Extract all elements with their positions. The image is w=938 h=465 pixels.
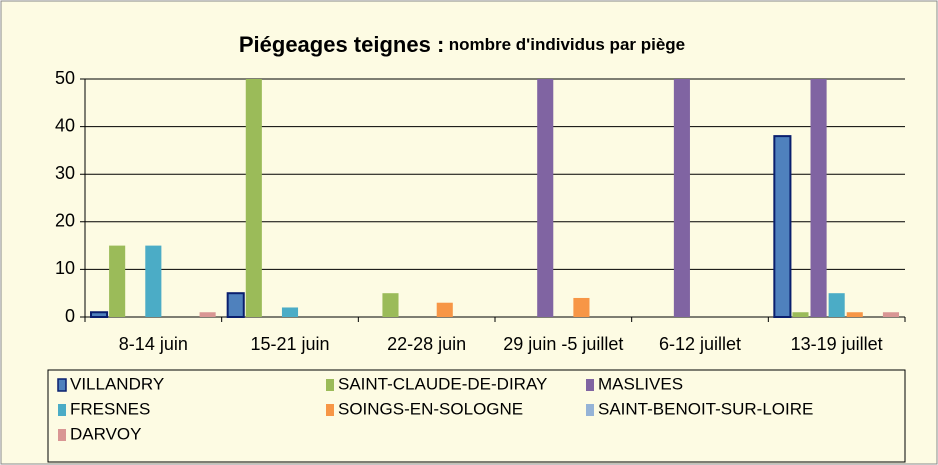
y-tick-label: 40 [55,115,75,135]
y-tick-label: 30 [55,163,75,183]
x-tick-label: 22-28 juin [387,334,466,354]
x-tick-label: 15-21 juin [250,334,329,354]
bar [145,245,162,317]
chart-title: Piégeages teignes : nombre d'individus p… [239,32,685,57]
legend-swatch [58,404,66,416]
legend-label: SAINT-BENOIT-SUR-LOIRE [598,399,813,418]
y-tick-label: 20 [55,211,75,231]
bar [226,292,245,319]
bar [537,79,554,317]
bar [281,307,299,317]
legend-label: SOINGS-EN-SOLOGNE [338,399,523,418]
x-tick-label: 13-19 juillet [791,334,883,354]
bar [245,79,262,317]
bar [109,245,126,317]
legend-label: DARVOY [70,424,142,443]
legend-swatch [57,378,67,392]
legend-swatch [586,404,594,416]
legend-label: FRESNES [70,399,150,418]
bar [673,79,690,317]
legend-swatch [326,379,334,391]
legend-swatch [586,379,594,391]
legend-label: SAINT-CLAUDE-DE-DIRAY [338,374,547,393]
bar [846,312,863,317]
y-tick-label: 0 [65,306,75,326]
bar [810,79,827,317]
x-tick-label: 29 juin -5 juillet [503,334,623,354]
title: Piégeages teignes : [239,32,444,57]
subtitle: nombre d'individus par piège [449,35,685,54]
legend-swatch [326,404,334,416]
x-tick-label: 8-14 juin [119,334,188,354]
bar [382,293,399,317]
bar [792,312,809,317]
bar [573,297,590,317]
bar [199,312,216,317]
bar [90,311,109,318]
x-tick-label: 6-12 juillet [659,334,741,354]
y-tick-label: 10 [55,258,75,278]
bar [828,293,845,317]
y-tick-label: 50 [55,68,75,88]
bar [773,135,792,318]
legend-label: VILLANDRY [70,374,164,393]
bar [436,302,453,317]
legend-label: MASLIVES [598,374,683,393]
bar [882,312,899,317]
legend-box [47,369,906,463]
legend-swatch [58,429,66,441]
